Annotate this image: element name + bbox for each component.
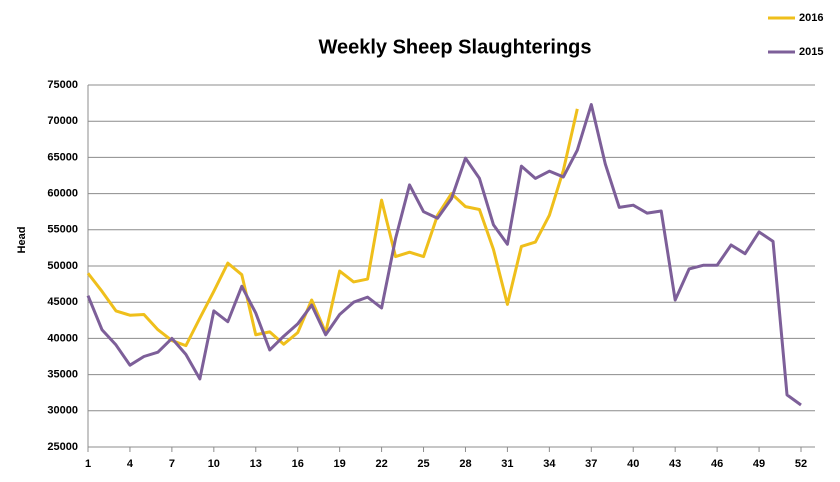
series-line [86,103,802,407]
y-tick-label: 25000 [47,441,78,453]
y-tick-label: 35000 [47,369,78,381]
y-tick-label: 30000 [47,405,78,417]
chart-title: Weekly Sheep Slaughterings [318,36,591,58]
y-tick-label: 45000 [47,296,78,308]
legend-label: 2016 [799,12,823,24]
x-tick-label: 4 [127,458,134,470]
y-tick-label: 60000 [47,188,78,200]
y-tick-label: 70000 [47,115,78,127]
x-tick-label: 31 [501,458,513,470]
x-tick-label: 37 [585,458,597,470]
x-tick-label: 25 [417,458,429,470]
y-tick-label: 40000 [47,332,78,344]
x-tick-label: 28 [459,458,471,470]
x-tick-label: 22 [375,458,387,470]
x-tick-label: 7 [169,458,175,470]
x-tick-label: 10 [208,458,220,470]
series-line [86,108,579,348]
x-tick-label: 13 [250,458,262,470]
y-tick-label: 65000 [47,151,78,163]
x-tick-label: 16 [292,458,304,470]
x-tick-label: 52 [795,458,807,470]
x-tick-label: 1 [85,458,91,470]
y-tick-label: 50000 [47,260,78,272]
x-tick-label: 49 [753,458,765,470]
y-axis-label: Head [16,227,28,254]
x-tick-label: 40 [627,458,639,470]
legend-label: 2015 [799,46,823,58]
x-tick-label: 46 [711,458,723,470]
x-tick-label: 34 [543,458,556,470]
y-tick-label: 75000 [47,79,78,91]
x-tick-label: 19 [334,458,346,470]
x-tick-label: 43 [669,458,681,470]
y-tick-label: 55000 [47,224,78,236]
